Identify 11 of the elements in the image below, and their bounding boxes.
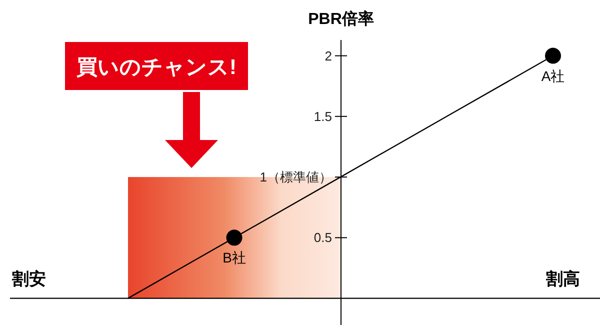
annotation: 割高: [545, 269, 580, 288]
annotation: B社: [222, 250, 246, 266]
annotation: A社: [541, 68, 565, 84]
callout: 買いのチャンス!: [65, 42, 248, 90]
y-tick-label: 0.5: [314, 230, 332, 246]
annotation: 割安: [11, 269, 46, 288]
y-tick-label: 1（標準値）: [260, 170, 332, 185]
y-axis-title: PBR倍率: [308, 9, 374, 28]
y-tick-label: 2: [324, 48, 332, 64]
y-tick-label: 1.5: [314, 108, 332, 124]
annotation: 買いのチャンス!: [76, 56, 236, 79]
